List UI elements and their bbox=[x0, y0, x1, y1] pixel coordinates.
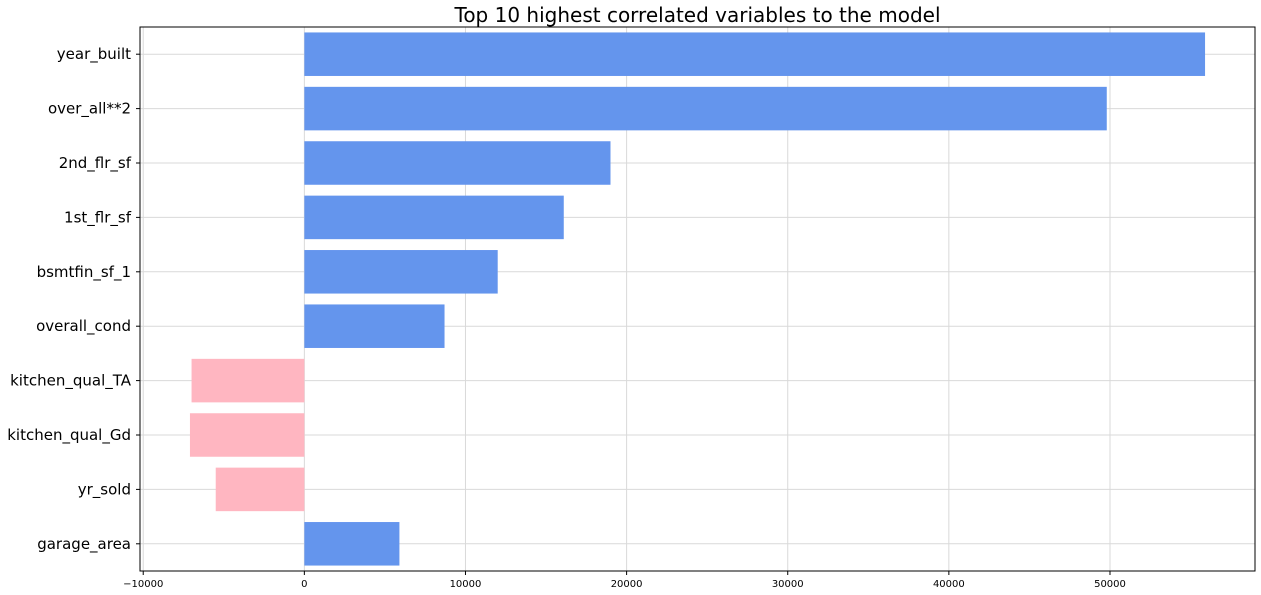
bar-year-built bbox=[304, 32, 1206, 76]
bar-over-all-2 bbox=[304, 86, 1107, 131]
y-tick-label: overall_cond bbox=[36, 317, 131, 336]
y-tick-label: yr_sold bbox=[78, 480, 131, 499]
bar-2nd-flr-sf bbox=[304, 141, 611, 185]
y-tick-label: garage_area bbox=[37, 535, 131, 554]
bars bbox=[189, 32, 1206, 566]
y-tick-label: 2nd_flr_sf bbox=[59, 154, 132, 173]
plot-frame bbox=[139, 26, 1256, 572]
y-axis: year_built over_all**2 2nd_flr_sf 1st_flr_s… bbox=[7, 45, 140, 554]
x-tick-label: 10000 bbox=[450, 579, 482, 590]
y-tick-label: bsmtfin_sf_1 bbox=[37, 263, 131, 282]
x-tick-label: 30000 bbox=[772, 579, 804, 590]
x-axis: −10000 0 10000 20000 30000 40000 50000 bbox=[123, 571, 1126, 590]
y-tick-label: kitchen_qual_TA bbox=[10, 372, 132, 391]
y-tick-label: kitchen_qual_Gd bbox=[7, 426, 131, 445]
bar-1st-flr-sf bbox=[304, 195, 564, 240]
x-tick-label: 40000 bbox=[933, 579, 965, 590]
bar-yr-sold bbox=[215, 467, 305, 512]
bar-bsmtfin-sf-1 bbox=[304, 250, 498, 294]
bar-kitchen-qual-ta bbox=[191, 358, 305, 403]
bar-kitchen-qual-gd bbox=[189, 413, 305, 457]
bar-overall-cond bbox=[304, 304, 445, 348]
x-tick-label: −10000 bbox=[123, 579, 163, 590]
x-tick-label: 0 bbox=[301, 579, 307, 590]
chart-title: Top 10 highest correlated variables to t… bbox=[454, 3, 941, 27]
y-tick-label: over_all**2 bbox=[48, 100, 131, 119]
x-tick-label: 20000 bbox=[611, 579, 643, 590]
y-tick-label: 1st_flr_sf bbox=[64, 208, 132, 227]
bar-garage-area bbox=[304, 522, 400, 566]
y-tick-label: year_built bbox=[57, 45, 131, 64]
x-tick-label: 50000 bbox=[1094, 579, 1126, 590]
